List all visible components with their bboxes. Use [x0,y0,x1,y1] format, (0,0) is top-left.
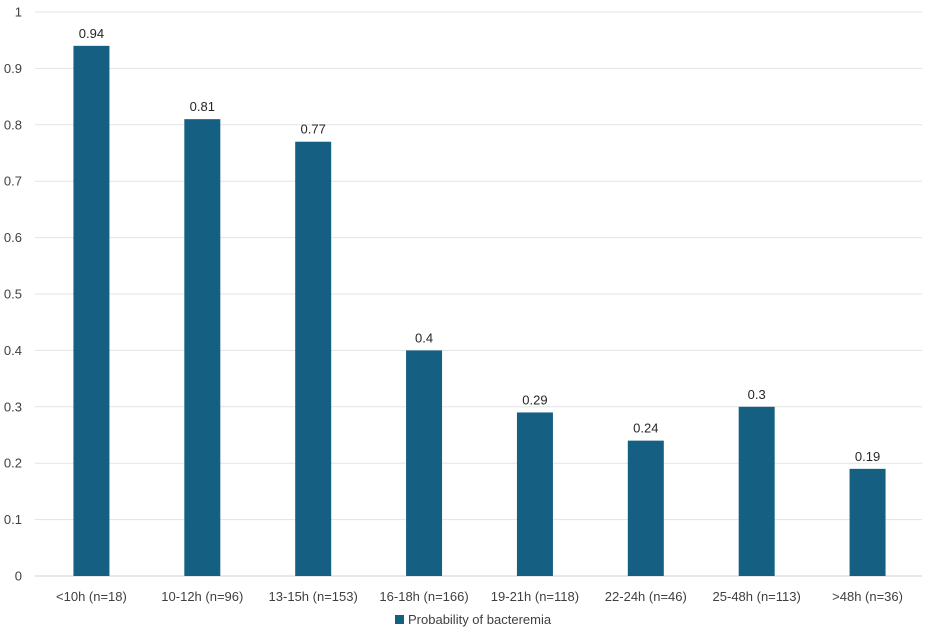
y-tick-label: 1 [15,5,22,20]
gridlines [35,11,922,577]
y-tick-label: 0.7 [4,174,22,189]
bar [627,440,664,576]
bar [73,45,110,576]
y-axis-tick-labels: 0 0.1 0.2 0.3 0.4 0.5 0.6 0.7 0.8 0.9 1 [4,5,22,584]
legend: Probability of bacteremia [395,612,552,627]
data-label: 0.3 [748,387,766,402]
y-tick-label: 0.8 [4,117,22,132]
y-tick-label: 0 [15,569,22,584]
data-label: 0.94 [79,26,104,41]
data-label: 0.4 [415,330,433,345]
x-category-label: 10-12h (n=96) [161,589,243,604]
y-tick-label: 0.1 [4,512,22,527]
y-tick-label: 0.6 [4,230,22,245]
x-category-label: 22-24h (n=46) [605,589,687,604]
x-axis-category-labels: <10h (n=18) 10-12h (n=96) 13-15h (n=153) 16… [56,589,903,604]
bar [406,350,443,576]
data-labels: 0.94 0.81 0.77 0.4 0.29 0.24 0.3 0.19 [79,26,880,464]
data-label: 0.81 [190,99,215,114]
y-tick-label: 0.4 [4,343,22,358]
data-label: 0.77 [301,122,326,137]
bar [738,406,775,576]
bar [849,468,886,576]
data-label: 0.19 [855,449,880,464]
legend-swatch [395,615,404,624]
bar [184,119,221,576]
x-category-label: 16-18h (n=166) [379,589,468,604]
x-category-label: <10h (n=18) [56,589,127,604]
bar [516,412,553,576]
x-category-label: 13-15h (n=153) [269,589,358,604]
data-label: 0.24 [633,421,658,436]
x-category-label: 19-21h (n=118) [491,589,579,604]
y-tick-label: 0.3 [4,399,22,414]
bars [73,45,886,576]
y-tick-label: 0.5 [4,287,22,302]
bar [295,141,332,576]
x-category-label: >48h (n=36) [832,589,903,604]
y-tick-label: 0.9 [4,61,22,76]
y-tick-label: 0.2 [4,456,22,471]
legend-label: Probability of bacteremia [408,612,552,627]
x-category-label: 25-48h (n=113) [713,589,801,604]
data-label: 0.29 [522,392,547,407]
